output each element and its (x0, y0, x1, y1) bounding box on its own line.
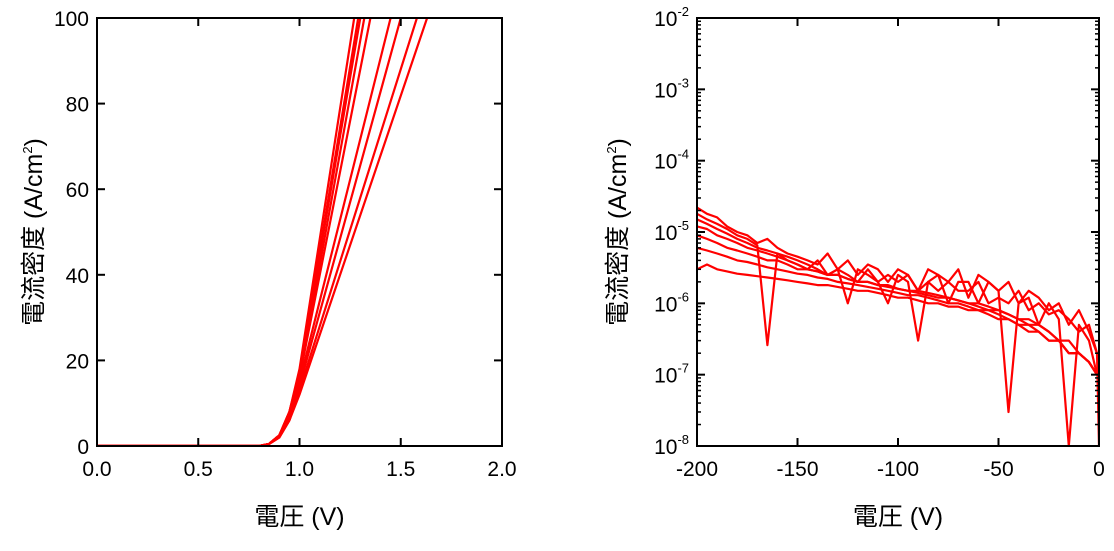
left-series-line-2 (97, 18, 360, 446)
right-y-tick-label: 10-5 (654, 218, 689, 245)
left-x-tick-label: 2.0 (487, 458, 516, 481)
left-x-tick-label: 0.0 (82, 458, 111, 481)
left-x-axis-label: 電圧 (V) (254, 503, 344, 531)
right-x-ticks: -200 -150 -100 -50 0 (676, 18, 1105, 481)
left-y-tick-label: 20 (66, 350, 89, 373)
right-series-line-6 (697, 246, 1098, 376)
right-series-line-5 (697, 234, 1098, 376)
left-series-line-9 (97, 18, 429, 446)
left-series-line-8 (97, 18, 418, 446)
left-y-tick-label: 40 (66, 265, 89, 288)
right-series-line-3 (697, 218, 1099, 354)
right-y-ticks: 10-8 10-7 10-6 10-5 10-4 10-3 10-2 (654, 4, 1099, 459)
right-x-tick-label: 0 (1093, 458, 1105, 481)
left-series-line-1 (97, 18, 356, 446)
left-y-tick-label: 100 (54, 8, 89, 31)
right-chart-panel: -200 -150 -100 -50 0 10-810-710-610-510-410-… (604, 4, 1105, 531)
left-x-ticks: 0.0 0.5 1.0 1.5 2.0 (82, 18, 517, 481)
left-series-line-5 (97, 18, 372, 446)
right-y-axis-label: 電流密度 (A/cm2) (604, 138, 632, 326)
right-y-tick-label: 10-2 (654, 4, 689, 31)
right-series-group (697, 206, 1099, 446)
right-x-tick-label: -50 (983, 458, 1013, 481)
right-y-tick-label: 10-6 (654, 289, 689, 316)
right-y-tick-label: 10-7 (654, 361, 689, 388)
left-y-axis-label: 電流密度 (A/cm2) (20, 138, 48, 326)
right-x-axis-label: 電圧 (V) (853, 503, 943, 531)
right-series-line-1 (697, 206, 1099, 446)
left-series-group (97, 18, 429, 446)
left-y-tick-label: 0 (77, 436, 89, 459)
left-chart-panel: 0.0 0.5 1.0 1.5 2.0 0 20 40 60 80 100 電圧 (V) 電流密度… (20, 8, 517, 531)
left-y-ticks: 0 20 40 60 80 100 (54, 8, 502, 459)
right-series-line-7 (697, 263, 1098, 376)
right-y-tick-label: 10-3 (654, 75, 689, 102)
right-y-tick-label: 10-4 (654, 147, 689, 174)
right-y-tick-label: 10-8 (654, 432, 689, 459)
left-x-tick-label: 1.5 (386, 458, 415, 481)
right-plot-frame (696, 17, 1100, 447)
left-y-tick-label: 60 (66, 179, 89, 202)
left-x-tick-label: 1.0 (285, 458, 314, 481)
right-x-tick-label: -100 (877, 458, 919, 481)
right-x-tick-label: -200 (676, 458, 718, 481)
right-x-tick-label: -150 (776, 458, 818, 481)
left-y-tick-label: 80 (66, 94, 89, 117)
left-x-tick-label: 0.5 (184, 458, 213, 481)
